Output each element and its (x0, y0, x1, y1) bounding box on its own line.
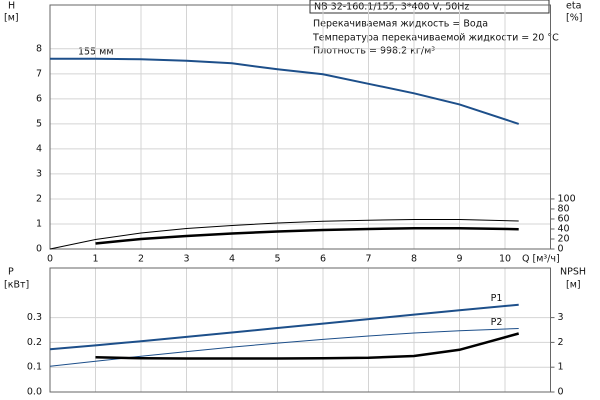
y2-tick-label: 60 (558, 213, 570, 224)
curve (49, 328, 519, 367)
y-tick-label: 6 (36, 93, 42, 104)
y2-tick-label: 2 (558, 337, 564, 348)
y-tick-label: 4 (36, 143, 42, 154)
curve (49, 303, 519, 351)
x-tick-label: 7 (365, 254, 371, 265)
y2-axis-label: NPSH (560, 267, 586, 278)
y-tick-label: 5 (36, 118, 42, 129)
y2-axis-unit: [м] (566, 280, 581, 291)
curve (95, 332, 520, 360)
x-tick-label: 4 (229, 254, 235, 265)
y2-axis-label: eta (566, 1, 581, 12)
curve (49, 219, 519, 250)
y-axis-unit: [м] (4, 13, 19, 24)
x-tick-label: 10 (499, 254, 511, 265)
y-tick-label: 7 (36, 68, 42, 79)
series-label: P1 (491, 293, 503, 304)
y-tick-label: 0.0 (27, 387, 42, 398)
y2-tick-label: 20 (558, 233, 570, 244)
x-tick-label: 9 (456, 254, 462, 265)
y-tick-label: 3 (36, 168, 42, 179)
y2-tick-label: 100 (558, 193, 576, 204)
plot-frame (49, 4, 551, 250)
y2-tick-label: 0 (558, 244, 564, 255)
x-tick-label: 0 (47, 254, 53, 265)
y-tick-label: 2 (36, 193, 42, 204)
info-line: Температура перекачиваемой жидкости = 20… (312, 33, 559, 44)
x-tick-label: 5 (274, 254, 280, 265)
x-tick-label: 1 (92, 254, 98, 265)
info-line: Перекачиваемая жидкость = Вода (313, 19, 488, 30)
x-tick-label: 3 (183, 254, 189, 265)
y2-axis-unit: [%] (566, 13, 582, 24)
y2-tick-label: 3 (558, 312, 564, 323)
y2-tick-label: 40 (558, 223, 570, 234)
curve (95, 226, 519, 245)
info-line: Плотность = 998.2 кг/м³ (313, 46, 435, 57)
y-axis-unit: [кВт] (4, 280, 29, 291)
x-tick-label: 6 (320, 254, 326, 265)
y-axis-label: P (8, 267, 14, 278)
y-tick-label: 0.3 (27, 312, 42, 323)
y-tick-label: 0.2 (27, 337, 42, 348)
y2-tick-label: 0 (558, 387, 564, 398)
series-label: P2 (491, 317, 503, 328)
y2-tick-label: 80 (558, 203, 570, 214)
x-tick-label: 2 (138, 254, 144, 265)
y-axis-label: H (8, 1, 15, 12)
y-tick-label: 0.1 (27, 362, 42, 373)
plot-frame (49, 267, 551, 393)
y-tick-label: 1 (36, 218, 42, 229)
curve (50, 57, 520, 125)
y2-tick-label: 1 (558, 362, 564, 373)
info-box (309, 0, 550, 14)
info-box-text: NB 32-160.1/155, 3*400 V, 50Hz (314, 2, 469, 13)
y-tick-label: 8 (36, 43, 42, 54)
x-axis-label: Q [м³/ч] (522, 254, 560, 265)
y-tick-label: 0 (36, 244, 42, 255)
x-tick-label: 8 (411, 254, 417, 265)
